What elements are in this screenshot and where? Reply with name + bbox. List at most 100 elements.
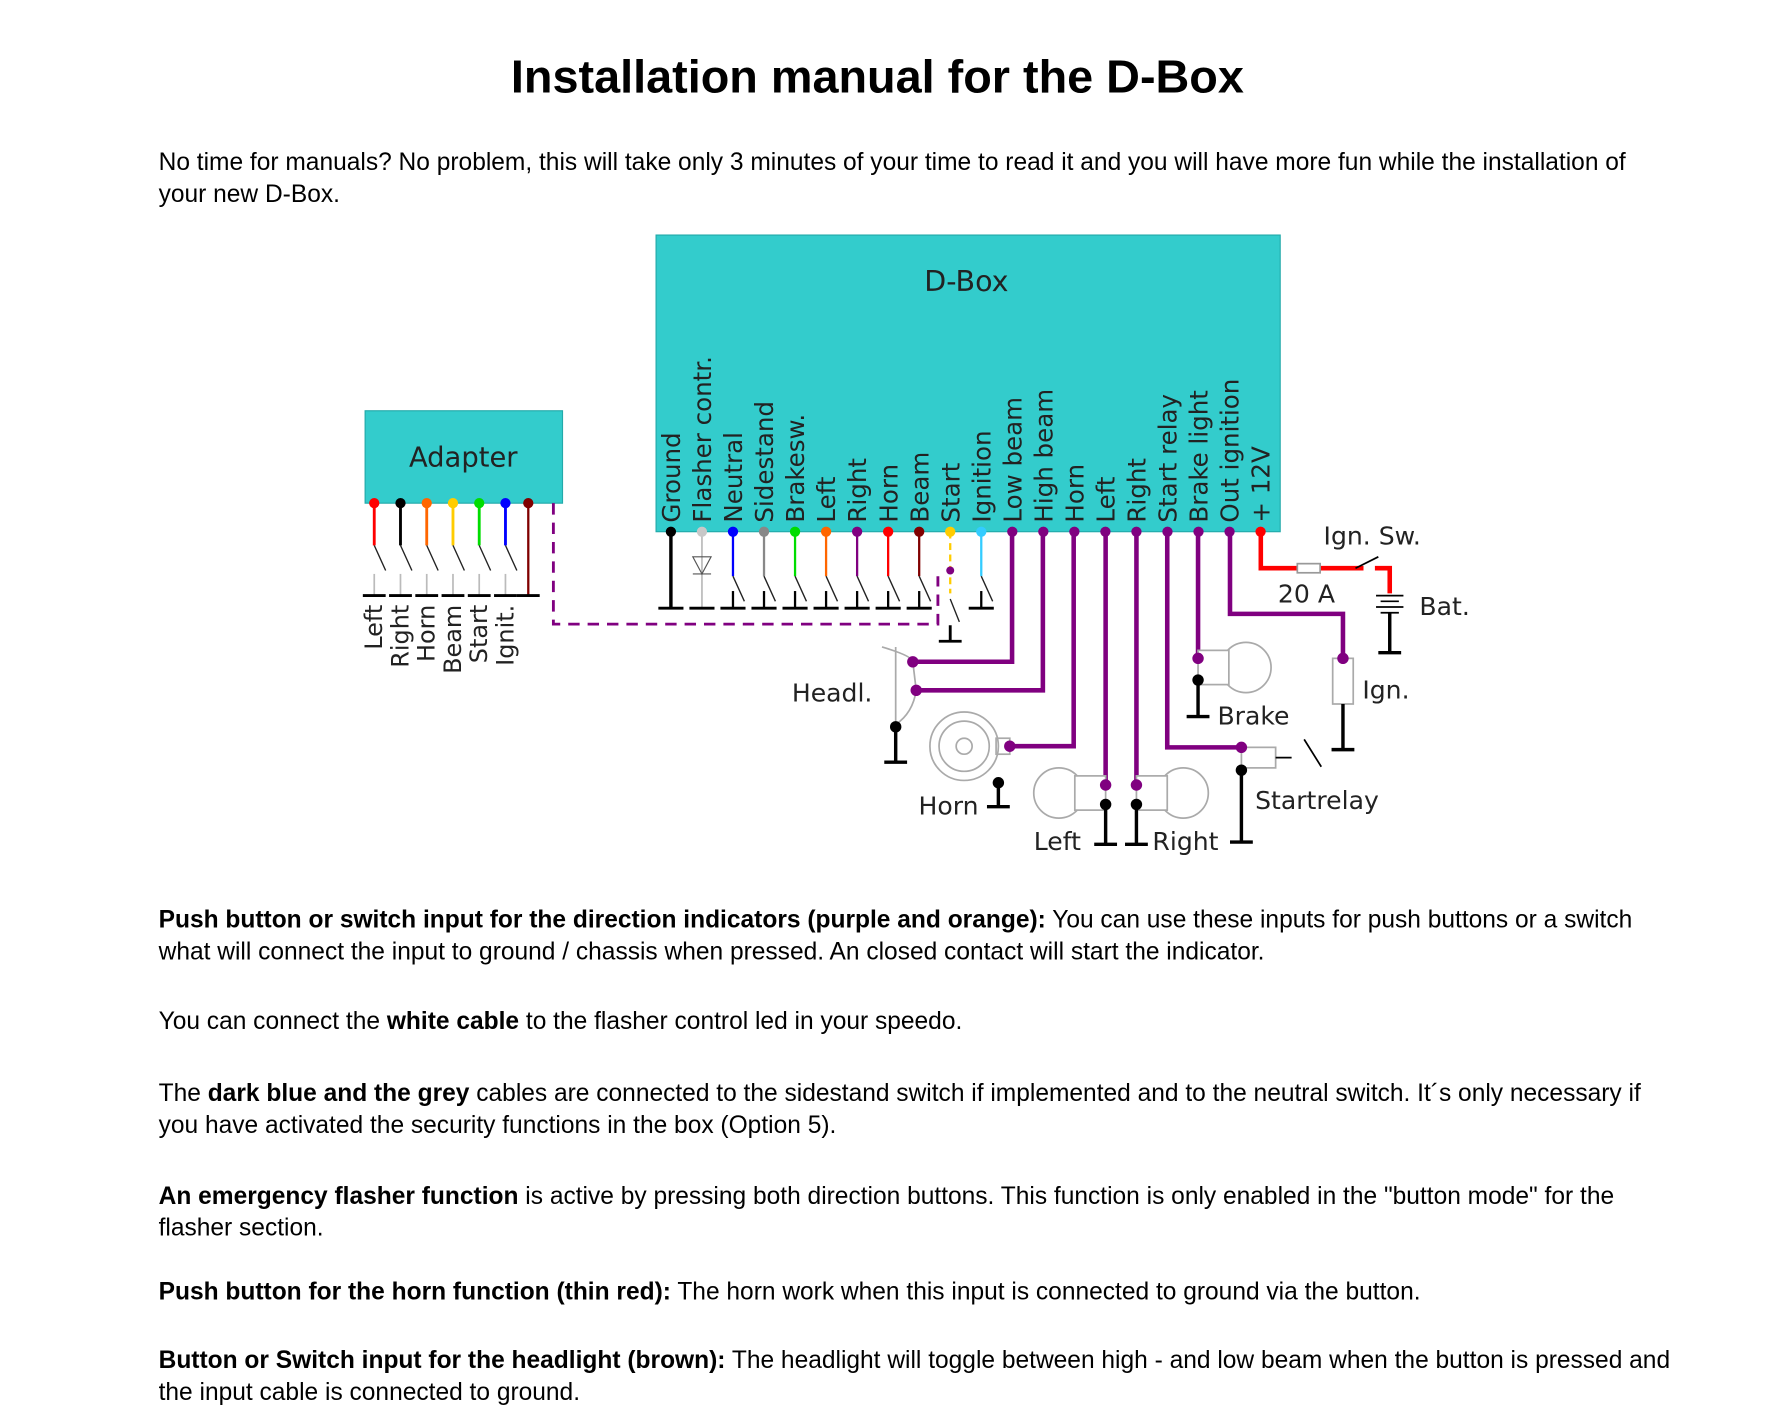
paragraph-bold: white cable (386, 1007, 520, 1035)
fuse-icon (1296, 562, 1321, 574)
dbox-pin-label: Left (812, 476, 841, 523)
dbox-pin: Ground (657, 432, 686, 610)
dbox-pin-label: Start (936, 462, 965, 522)
horn-icon (929, 711, 1011, 782)
ignition-coil-icon (1331, 657, 1355, 705)
dbox-pin: Brake light (1185, 390, 1214, 537)
dbox-pin-label: Ignition (967, 430, 996, 522)
ign-switch-icon (1355, 556, 1379, 569)
body-paragraph: The dark blue and the grey cables are co… (159, 1078, 1677, 1141)
paragraph-text: to the flasher control led in your speed… (519, 1007, 963, 1035)
brake-label: Brake (1217, 702, 1289, 731)
right-label: Right (1152, 827, 1218, 856)
adapter-pin: Beam (439, 498, 467, 674)
adapter-pin: Right (386, 498, 414, 668)
dbox-pin-label: High beam (1029, 389, 1058, 523)
paragraph-text: The horn work when this input is connect… (670, 1277, 1421, 1306)
paragraph-text: The (158, 1079, 208, 1107)
adapter-block (364, 410, 564, 504)
dbox-pin-label: Neutral (719, 432, 748, 523)
paragraph-bold: Push button or switch input for the dire… (158, 905, 1046, 934)
adapter-pin: Left (360, 498, 388, 650)
dbox-pin: Left (812, 476, 841, 610)
wire-12v (1258, 531, 1393, 594)
wire-start-relay (1164, 531, 1242, 750)
paragraph-text: You can use these inputs for push button… (158, 905, 1633, 965)
brake-bulb-icon (1197, 641, 1272, 694)
dbox-pin-label: Flasher contr. (688, 356, 717, 522)
ign-sw-label: Ign. Sw. (1324, 521, 1421, 550)
dbox-label: D-Box (924, 265, 1008, 298)
paragraph-bold: An emergency flasher function (158, 1182, 519, 1210)
dbox-pin: Horn (1060, 464, 1089, 537)
dbox-pin: Flasher contr. (688, 356, 717, 610)
dbox-pin: Start relay (1154, 394, 1183, 537)
battery-label: Bat. (1419, 592, 1469, 621)
adapter-label: Adapter (409, 443, 518, 474)
right-bulb-icon (1135, 767, 1210, 819)
dbox-pin: Neutral (719, 432, 748, 610)
paragraph-bold: dark blue and the grey (207, 1079, 470, 1107)
dbox-pin: Sidestand (750, 401, 779, 610)
startrelay-label: Startrelay (1255, 786, 1379, 815)
page-title: Installation manual for the D-Box (510, 50, 1244, 103)
dbox-pin-label: Out ignition (1216, 379, 1245, 523)
dbox-pin: Left (1092, 476, 1121, 537)
adapter-pin-label: Beam (439, 605, 467, 674)
intro-paragraph: No time for manuals? No problem, this wi… (158, 148, 1626, 208)
adapter-pin-label: Horn (413, 605, 441, 662)
wire-low-beam (912, 531, 1015, 665)
body-paragraph: An emergency flasher function is active … (159, 1181, 1677, 1244)
dbox-pin-label: Right (1123, 458, 1152, 523)
adapter-pin (516, 498, 540, 598)
fuse-label: 20 A (1278, 579, 1335, 608)
dbox-pin-label: Sidestand (750, 401, 779, 523)
dbox-pin: + 12V (1247, 446, 1276, 537)
dbox-pin-label: Ground (657, 432, 686, 522)
paragraph-bold: Push button for the horn function (thin … (158, 1277, 671, 1306)
start-relay-icon (1240, 746, 1277, 769)
wire-out-ignition (1227, 531, 1346, 659)
body-paragraph: Push button for the horn function (thin … (159, 1277, 1677, 1308)
dbox-pin: Low beam (998, 397, 1027, 537)
headlight-label: Headl. (792, 679, 873, 708)
dbox-pin: Out ignition (1216, 379, 1245, 537)
adapter-pin: Horn (413, 498, 441, 662)
dbox-pin: Start (936, 462, 965, 643)
adapter-pin: Start (465, 498, 493, 663)
wire-horn (1009, 531, 1076, 749)
dbox-pin-label: Horn (1060, 464, 1089, 523)
dbox-pin: Horn (874, 464, 903, 610)
dbox-pin: High beam (1029, 389, 1058, 537)
dbox-pin: Beam (905, 452, 934, 610)
paragraph-text: is active by pressing both direction but… (158, 1182, 1615, 1241)
paragraph-text: cables are connected to the sidestand sw… (158, 1079, 1641, 1139)
dbox-block (655, 234, 1281, 533)
dbox-pin-label: Low beam (998, 397, 1027, 523)
ignition-label: Ign. (1362, 675, 1409, 704)
adapter-pin-label: Ignit. (491, 605, 519, 666)
dbox-pin-label: Horn (874, 464, 903, 523)
led-icon (691, 556, 713, 576)
dbox-pin-label: Start relay (1154, 394, 1183, 523)
dbox-pin-label: Left (1092, 476, 1121, 523)
adapter-pin-label: Left (360, 605, 388, 650)
left-label: Left (1034, 827, 1081, 856)
paragraph-text: The headlight will toggle between high -… (158, 1346, 1671, 1406)
battery-icon (1376, 594, 1404, 655)
horn-label: Horn (919, 792, 979, 821)
adapter-pin-label: Start (465, 605, 493, 664)
dbox-pin: Right (1123, 458, 1152, 537)
dbox-pin: Right (843, 458, 872, 610)
body-paragraph: Button or Switch input for the headlight… (159, 1345, 1677, 1408)
left-bulb-icon (1032, 767, 1107, 819)
dbox-pin-label: + 12V (1247, 446, 1276, 523)
wiring-diagram: D-Box Adapter LeftRightHornBeamStartIgni… (360, 234, 1470, 856)
dbox-pin-label: Beam (905, 452, 934, 523)
adapter-pin-label: Right (386, 605, 414, 668)
dbox-pin-label: Right (843, 458, 872, 523)
adapter-pin: Ignit. (491, 498, 519, 666)
paragraph-text: You can connect the (158, 1007, 387, 1035)
dbox-pin: Brakesw. (781, 414, 810, 610)
